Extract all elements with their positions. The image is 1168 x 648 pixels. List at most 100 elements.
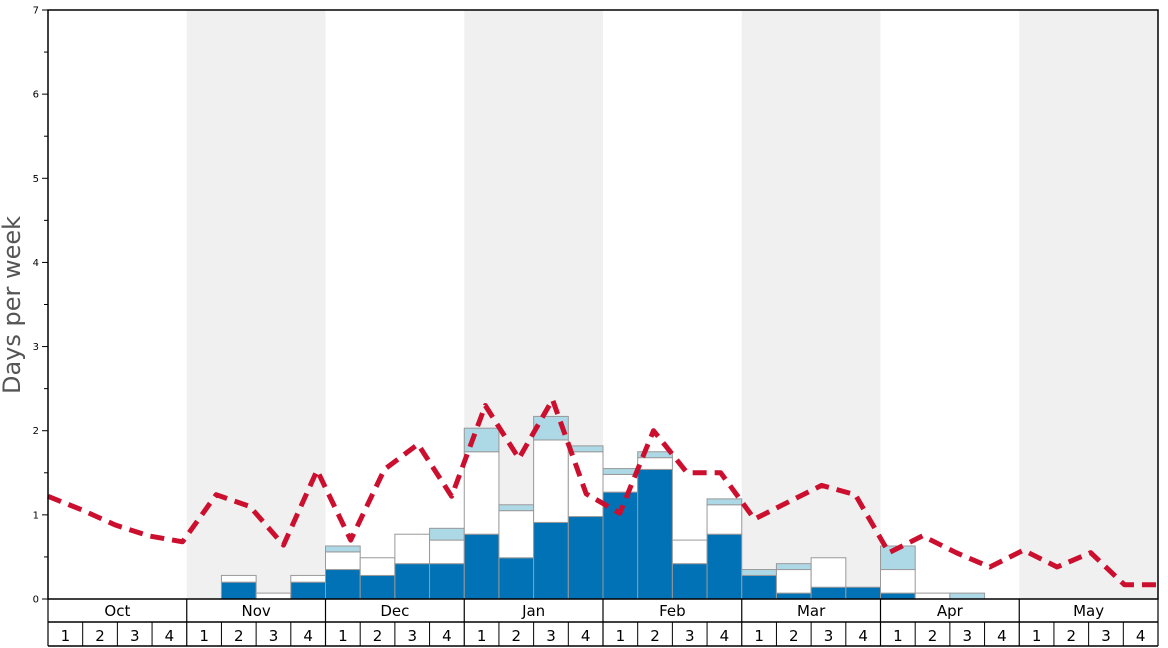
- trend-line-layer: [47, 397, 1158, 588]
- bar-middle-w12: [429, 539, 465, 565]
- week-label: 3: [962, 627, 972, 645]
- bar-deep-w10: [359, 574, 396, 600]
- bar-middle-w7: [255, 592, 292, 600]
- bar-middle-w18: [637, 457, 673, 470]
- week-label: 3: [824, 627, 834, 645]
- bar-middle-w8: [290, 574, 326, 583]
- bar-middle-w6: [220, 574, 257, 583]
- y-tick-label: 2: [33, 426, 39, 437]
- bar-top-w18: [637, 451, 673, 459]
- bar-middle-w14: [498, 510, 535, 559]
- week-label: 4: [858, 627, 868, 645]
- week-label: 2: [512, 627, 522, 645]
- bar-middle-w9: [325, 551, 361, 571]
- bar-deep-w16: [567, 516, 604, 600]
- week-label: 1: [616, 627, 626, 645]
- bar-top-w21: [741, 569, 777, 576]
- week-label: 1: [338, 627, 348, 645]
- bar-middle-w26: [914, 592, 951, 600]
- month-label-nov: Nov: [241, 602, 270, 620]
- y-tick-label: 7: [33, 6, 39, 17]
- y-tick-label: 5: [33, 174, 39, 185]
- bar-middle-w11: [394, 533, 431, 565]
- week-label: 1: [199, 627, 209, 645]
- week-label: 1: [61, 627, 71, 645]
- week-label: 3: [269, 627, 279, 645]
- week-label: 4: [303, 627, 313, 645]
- y-tick-label: 6: [33, 90, 39, 101]
- bar-deep-w20: [706, 533, 743, 600]
- bar-deep-w24: [845, 586, 881, 600]
- bar-top-w22: [775, 563, 812, 571]
- week-label: 3: [407, 627, 417, 645]
- week-label: 3: [685, 627, 695, 645]
- week-label: 4: [442, 627, 452, 645]
- trend-line: [47, 397, 1158, 588]
- week-label: 3: [546, 627, 556, 645]
- week-label: 3: [1101, 627, 1111, 645]
- bar-top-w14: [498, 504, 535, 512]
- week-label: 4: [1136, 627, 1146, 645]
- week-label: 4: [581, 627, 591, 645]
- bar-deep-w19: [671, 563, 708, 600]
- bar-deep-w22: [775, 592, 812, 600]
- week-label: 4: [165, 627, 175, 645]
- bar-middle-w25: [880, 569, 916, 594]
- bar-middle-w10: [359, 557, 396, 576]
- bar-middle-w20: [706, 504, 743, 535]
- week-label: 2: [95, 627, 105, 645]
- bar-top-w27: [949, 592, 986, 600]
- month-label-mar: Mar: [797, 602, 826, 620]
- y-axis-title: Days per week: [0, 216, 26, 394]
- week-label: 2: [928, 627, 938, 645]
- bar-deep-w15: [533, 521, 569, 600]
- month-label-feb: Feb: [659, 602, 686, 620]
- week-label: 1: [893, 627, 903, 645]
- x-axis: Oct 1 2 3 4 Nov 1 2 3 4 Dec 1 2 3 4 Jan 1 2 3 4 Feb 1 2 3 4 Mar 1 2…: [47, 599, 1159, 647]
- y-tick-label: 1: [33, 510, 39, 521]
- month-label-dec: Dec: [380, 602, 409, 620]
- week-label: 2: [650, 627, 660, 645]
- bar-top-w13: [463, 427, 500, 453]
- week-label: 4: [997, 627, 1007, 645]
- month-label-jan: Jan: [521, 602, 545, 620]
- y-tick-label: 3: [33, 342, 39, 353]
- month-band-may: [1019, 10, 1158, 599]
- month-shading: [186, 10, 1158, 599]
- bar-deep-w6: [220, 581, 257, 600]
- bar-middle-w16: [567, 451, 604, 518]
- bar-top-w17: [602, 468, 639, 475]
- bar-deep-w11: [394, 563, 431, 600]
- week-label: 2: [373, 627, 383, 645]
- week-label: 2: [234, 627, 244, 645]
- bar-deep-w25: [880, 592, 916, 600]
- plot-frame: [47, 9, 1159, 600]
- bar-middle-w23: [810, 557, 847, 588]
- bar-middle-w13: [463, 451, 500, 535]
- month-label-apr: Apr: [937, 602, 964, 620]
- bar-deep-w18: [637, 468, 673, 600]
- week-label: 3: [130, 627, 140, 645]
- bars-layer: [220, 415, 986, 600]
- bar-deep-w21: [741, 574, 777, 600]
- week-label: 1: [477, 627, 487, 645]
- week-label: 2: [1067, 627, 1077, 645]
- week-label: 4: [720, 627, 730, 645]
- y-tick-label: 0: [33, 595, 39, 606]
- month-label-may: May: [1073, 602, 1104, 620]
- bar-middle-w15: [533, 439, 569, 523]
- week-label: 1: [754, 627, 764, 645]
- bar-deep-w23: [810, 586, 847, 600]
- y-tick-label: 4: [33, 258, 39, 269]
- bar-top-w16: [567, 445, 604, 453]
- bar-deep-w9: [325, 569, 361, 600]
- bar-top-w9: [325, 545, 361, 553]
- bar-middle-w22: [775, 569, 812, 594]
- week-label: 1: [1032, 627, 1042, 645]
- bar-top-w20: [706, 498, 743, 506]
- y-axis: 0 1 2 3 4 5 6 7: [33, 6, 48, 606]
- bar-deep-w14: [498, 557, 535, 600]
- week-label: 2: [789, 627, 799, 645]
- bar-middle-w17: [602, 473, 639, 493]
